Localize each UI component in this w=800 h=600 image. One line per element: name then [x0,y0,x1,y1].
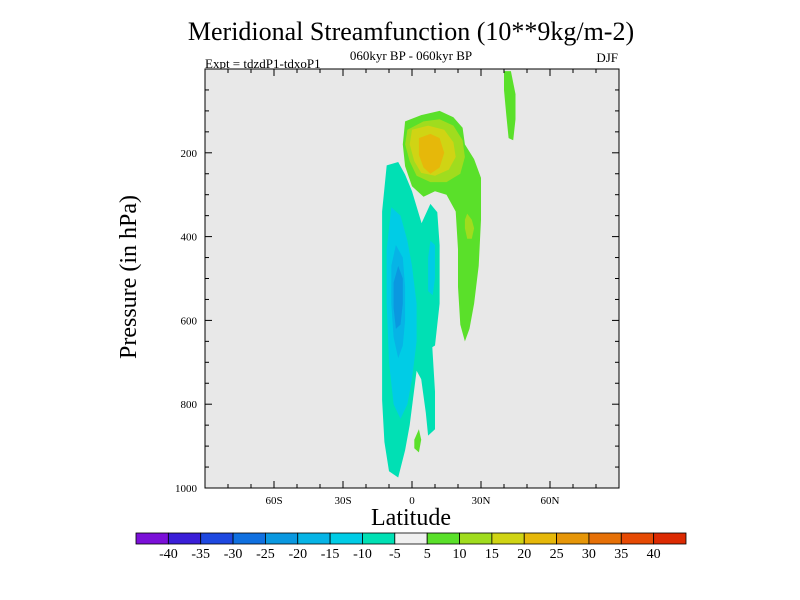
colorbar-label: 35 [614,547,628,562]
colorbar-label: -30 [224,547,243,562]
colorbar-box [556,532,590,545]
colorbar-label: 40 [647,547,661,562]
y-tick-label: 200 [181,148,198,160]
colorbar-label: 10 [453,547,467,562]
colorbar-label: 30 [582,547,596,562]
colorbar-label: 20 [517,547,531,562]
contour-positive-high-lat-tongue [504,71,516,141]
chart-title: Meridional Streamfunction (10**9kg/m-2) [188,17,634,46]
colorbar-label: 25 [550,547,564,562]
x-tick-label: 30S [334,495,351,507]
colorbar-box [459,532,493,545]
contour-positive-side-lobe [464,213,475,239]
colorbar-label: -35 [191,547,210,562]
colorbar-box [394,532,428,545]
colorbar: -40 -35 -30 -25 -20 -15 -10 -5 5 10 15 20 25 30 35 40 [135,532,687,562]
colorbar-box [329,532,363,545]
y-tick-label: 600 [181,315,198,327]
colorbar-box [426,532,460,545]
colorbar-box [200,532,234,545]
colorbar-box [620,532,655,545]
contour-layer [382,71,516,478]
colorbar-label: -20 [288,547,307,562]
colorbar-box [653,532,687,545]
y-tick-label: 1000 [175,483,198,495]
colorbar-box [588,532,622,545]
x-tick-label: 0 [409,495,415,507]
colorbar-label: -5 [389,547,401,562]
colorbar-box [135,532,169,545]
colorbar-box [167,532,202,545]
y-axis-label: Pressure (in hPa) [116,195,142,359]
contour-positive-small-blob [414,429,422,453]
chart-subtitle: 060kyr BP - 060kyr BP [350,48,472,63]
y-tick-label: 800 [181,399,198,411]
axis-ticks: 60S 30S 0 30N 60N 200 400 600 800 1000 [175,69,619,507]
colorbar-box [265,532,299,545]
x-axis-label: Latitude [371,505,451,531]
colorbar-box [523,532,557,545]
colorbar-label: -25 [256,547,275,562]
colorbar-label: 15 [485,547,499,562]
contour-negative-cell-core [393,265,403,329]
colorbar-box [232,532,266,545]
contour-negative-cell-mid-branch [428,240,435,296]
colorbar-label: -40 [159,547,178,562]
season-label: DJF [596,50,618,65]
x-tick-label: 60S [265,495,282,507]
colorbar-label: -15 [321,547,340,562]
colorbar-box [297,532,331,545]
colorbar-box [362,532,396,545]
colorbar-label: -10 [353,547,372,562]
colorbar-box [491,532,525,545]
colorbar-label: 5 [424,547,431,562]
plot-area: 60S 30S 0 30N 60N 200 400 600 800 1000 [175,68,620,507]
experiment-label: Expt = tdzdP1-tdxoP1 [205,56,321,71]
x-tick-label: 60N [541,495,560,507]
contour-positive-upper-core [418,133,445,174]
y-tick-label: 400 [181,232,198,244]
x-tick-label: 30N [472,495,491,507]
